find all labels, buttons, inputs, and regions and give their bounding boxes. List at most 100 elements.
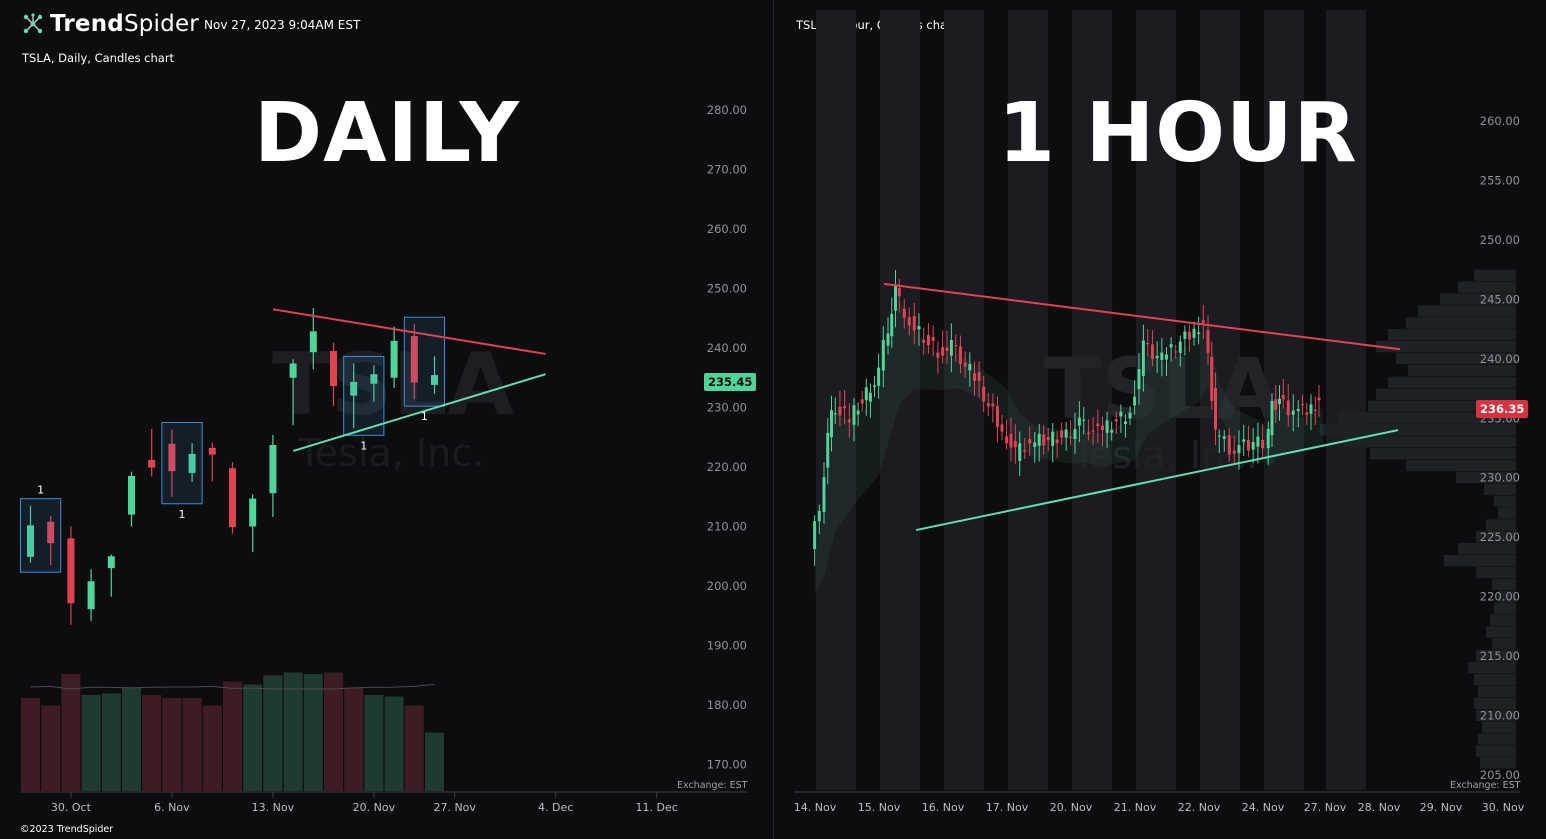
candle-down: [1281, 378, 1285, 409]
candle-body: [843, 406, 847, 409]
volume-profile-row: [1444, 555, 1516, 567]
candle-body: [1064, 429, 1068, 438]
candle-up: [27, 505, 34, 563]
session-band: [1072, 10, 1112, 790]
volume-profile-row: [1406, 317, 1516, 329]
candle-body: [1114, 419, 1118, 422]
copyright: ©2023 TrendSpider: [20, 824, 114, 835]
candle-body: [269, 444, 277, 494]
candle-body: [1018, 443, 1022, 462]
candle-body: [249, 498, 257, 527]
volume-profile-row: [1338, 412, 1516, 424]
trendlines[interactable]: [272, 308, 546, 452]
x-axis[interactable]: 30. Oct 6. Nov 13. Nov 20. Nov 27. Nov 4. Dec…: [20, 791, 747, 814]
candle-body: [1009, 433, 1013, 448]
volume-profile-row: [1480, 757, 1516, 769]
candles[interactable]: [813, 269, 1321, 566]
volume-profile-row: [1474, 673, 1516, 686]
last-price-tag: 235.45: [704, 373, 757, 391]
candle-up: [1082, 406, 1086, 435]
candle-up: [1110, 421, 1114, 441]
volume-profile-row: [1368, 400, 1516, 412]
candle-up: [1119, 404, 1123, 433]
hourly-chart-panel[interactable]: TSLA, 1 hour, Candles chart TSLA Tesla, …: [774, 0, 1546, 839]
y-axis[interactable]: 260.00255.00250.00245.00240.00235.00230.…: [1480, 114, 1520, 782]
volume-profile-row: [1476, 531, 1516, 543]
candle-body: [1077, 417, 1081, 426]
y-tick-label: 190.00: [707, 639, 747, 653]
y-tick-label: 240.00: [707, 341, 747, 355]
y-axis[interactable]: 280.00 270.00 260.00 250.00 240.00 230.00 220.…: [707, 103, 747, 772]
y-tick-label: 210.00: [1480, 709, 1520, 723]
panel-divider[interactable]: [773, 0, 774, 839]
candle-up: [1165, 346, 1168, 377]
candle-down: [1028, 426, 1032, 456]
candle-up: [890, 297, 894, 348]
x-tick-label: 30. Nov: [1482, 801, 1525, 814]
volume-bar: [243, 684, 263, 791]
candle-down: [941, 330, 945, 364]
candle-body: [958, 346, 962, 364]
y-tick-label: 230.00: [1480, 471, 1520, 485]
candle-up: [856, 402, 860, 427]
session-band: [880, 10, 920, 790]
candle-body: [1046, 436, 1050, 441]
candle-up: [1270, 393, 1274, 447]
inside-bar-box: [20, 498, 62, 573]
candle-up: [1296, 400, 1300, 428]
ema-ribbon: [814, 299, 1323, 595]
x-axis[interactable]: 14. Nov 15. Nov 16. Nov 17. Nov 20. Nov 21. N…: [794, 791, 1525, 814]
candle-body: [1119, 411, 1123, 417]
candle-up: [1251, 428, 1255, 464]
candles[interactable]: [27, 308, 438, 625]
candle-down: [148, 428, 156, 477]
candle-up: [1309, 394, 1313, 430]
volume-bar: [384, 696, 404, 791]
candle-down: [1206, 315, 1210, 365]
volume-profile-row: [1396, 352, 1516, 365]
hourly-candlestick-chart[interactable]: TSLA Tesla, Inc. 260.00255.00250.00245.0…: [774, 0, 1546, 839]
network-nodes-icon: [23, 13, 43, 34]
candle-body: [860, 399, 864, 404]
candle-up: [1155, 341, 1159, 373]
candle-up: [1256, 422, 1260, 464]
volume-profile-row: [1478, 685, 1516, 698]
volume-average-line: [30, 683, 435, 690]
candle-body: [877, 367, 881, 386]
candle-body: [838, 406, 842, 416]
x-tick-label: 15. Nov: [858, 801, 901, 814]
x-tick-label: 27. Nov: [433, 801, 476, 814]
candle-body: [894, 286, 897, 311]
candle-up: [1197, 316, 1201, 345]
candle-body: [87, 581, 95, 610]
timeframe-title: DAILY: [254, 86, 520, 181]
candle-up: [817, 504, 821, 535]
candle-body: [1073, 429, 1077, 440]
candle-down: [1069, 420, 1073, 446]
candle-body: [208, 447, 216, 455]
candle-body: [1000, 424, 1004, 432]
candle-down: [1301, 394, 1304, 415]
timestamp: Nov 27, 2023 9:04AM EST: [204, 18, 361, 32]
candle-body: [107, 556, 115, 569]
candle-down: [1009, 417, 1013, 462]
volume-profile-row: [1458, 281, 1516, 293]
candle-body: [1086, 432, 1090, 435]
volume-profile-row: [1484, 483, 1516, 495]
candle-body: [1101, 425, 1104, 431]
trendlines[interactable]: [883, 282, 1401, 532]
candle-down: [843, 390, 847, 425]
y-tick-label: 220.00: [707, 460, 747, 474]
candle-up: [1192, 321, 1196, 346]
candle-down: [1055, 431, 1059, 458]
candle-body: [968, 363, 972, 371]
daily-chart-panel[interactable]: TrendSpider Nov 27, 2023 9:04AM EST TSLA…: [0, 0, 773, 839]
candle-body: [390, 340, 398, 378]
candle-down: [1227, 428, 1231, 462]
session-band: [1264, 10, 1304, 790]
exchange-label: Exchange: EST: [677, 780, 748, 791]
candle-down: [67, 526, 75, 625]
candle-body: [963, 362, 967, 367]
candle-body: [350, 381, 358, 396]
